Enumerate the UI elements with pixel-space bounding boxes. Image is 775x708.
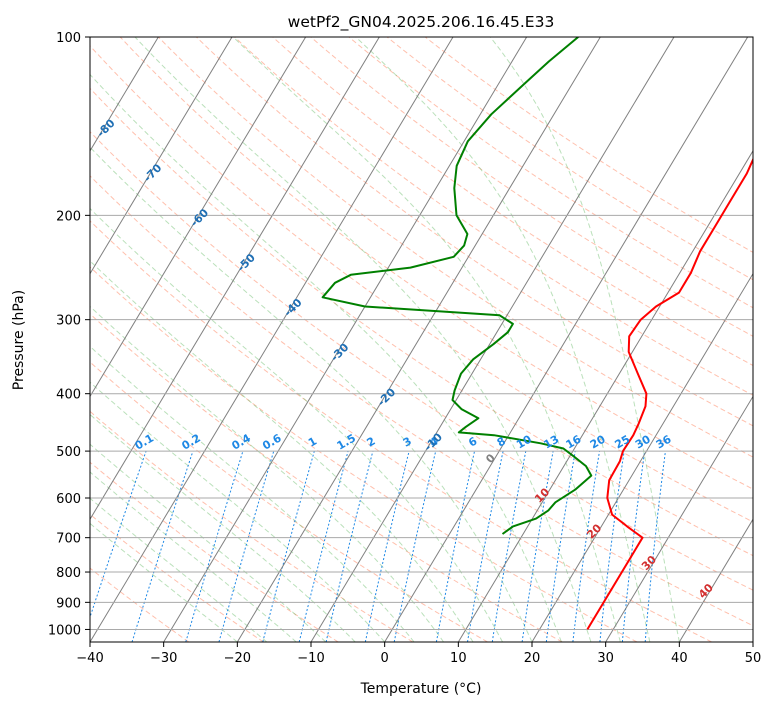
y-tick-label: 300 bbox=[56, 314, 81, 329]
dry-adiabat-line bbox=[90, 266, 638, 642]
y-tick-label: 100 bbox=[56, 31, 81, 46]
isobars bbox=[90, 37, 753, 630]
x-axis: −40 −30 −20 −10 0 10 20 30 40 50 bbox=[76, 642, 761, 666]
isotherm-line bbox=[678, 518, 753, 642]
moist-adiabat-line bbox=[90, 381, 386, 642]
x-tick-label: 0 bbox=[381, 651, 389, 666]
dry-adiabat-line bbox=[90, 220, 712, 642]
mixing-ratio-line bbox=[298, 450, 349, 642]
y-tick-label: 900 bbox=[56, 596, 81, 611]
isotherm-line bbox=[310, 37, 675, 642]
moist-adiabat-line bbox=[90, 146, 533, 642]
mixing-ratio-line bbox=[218, 450, 275, 642]
dry-adiabat-line bbox=[90, 313, 563, 642]
mixing-ratio-line bbox=[644, 451, 666, 642]
isotherm-line bbox=[531, 272, 753, 642]
dry-adiabat-line bbox=[119, 37, 753, 490]
isotherm-line bbox=[163, 37, 528, 642]
mixing-ratio-line bbox=[599, 451, 625, 642]
plot-frame bbox=[89, 36, 754, 643]
dry-adiabat-line bbox=[310, 37, 753, 337]
mixing-ratio-line bbox=[185, 450, 244, 642]
dry-adiabat-line bbox=[272, 37, 753, 367]
dry-adiabat-line bbox=[90, 461, 339, 642]
dry-adiabat-line bbox=[90, 175, 753, 627]
x-tick-label: −40 bbox=[76, 651, 103, 666]
dry-adiabat-line bbox=[348, 37, 753, 309]
isotherm-line bbox=[90, 37, 307, 398]
moist-adiabat-line bbox=[489, 37, 680, 642]
isotherm-line bbox=[605, 395, 753, 642]
moist-adiabat-line bbox=[232, 37, 621, 642]
isotherm-line bbox=[384, 37, 749, 642]
mixing-ratio-line bbox=[325, 450, 374, 642]
y-tick-label: 500 bbox=[56, 445, 81, 460]
y-axis: 1000 900 800 700 600 500 400 300 200 100 bbox=[48, 31, 90, 638]
y-tick-label: 200 bbox=[56, 209, 81, 224]
x-tick-label: 20 bbox=[524, 651, 541, 666]
y-tick-label: 600 bbox=[56, 492, 81, 507]
chart-title: wetPf2_GN04.2025.206.16.45.E33 bbox=[288, 13, 555, 32]
sounding-series bbox=[321, 37, 753, 630]
isotherm-line bbox=[90, 37, 233, 275]
y-tick-label: 800 bbox=[56, 566, 81, 581]
dry-adiabat-line bbox=[90, 131, 753, 591]
x-axis-label: Temperature (°C) bbox=[360, 681, 482, 697]
moist-adiabat-line bbox=[134, 37, 592, 642]
x-tick-label: 50 bbox=[745, 651, 762, 666]
mixing-ratio-line bbox=[491, 451, 527, 642]
moist-adiabat-line bbox=[90, 73, 562, 642]
isotherm-line bbox=[90, 37, 159, 152]
moist-adiabat-line bbox=[90, 497, 268, 642]
moist-adiabat-line bbox=[90, 522, 238, 642]
dry-adiabats bbox=[90, 37, 753, 642]
moist-adiabat-line bbox=[90, 471, 297, 642]
x-tick-label: −10 bbox=[297, 651, 324, 666]
mixing-ratio-line bbox=[364, 450, 410, 642]
dewpoint-profile bbox=[321, 37, 593, 535]
moist-adiabat-line bbox=[90, 305, 444, 642]
moist-adiabats bbox=[90, 37, 680, 642]
y-axis-label: Pressure (hPa) bbox=[11, 290, 27, 390]
moist-adiabat-line bbox=[90, 443, 327, 642]
dry-adiabat-line bbox=[90, 513, 264, 642]
moist-adiabat-line bbox=[355, 37, 651, 642]
isotherm-line bbox=[90, 37, 454, 642]
x-tick-label: −20 bbox=[224, 651, 251, 666]
x-tick-label: 40 bbox=[671, 651, 688, 666]
dry-adiabat-line bbox=[90, 87, 753, 557]
y-tick-label: 1000 bbox=[48, 623, 81, 638]
y-tick-label: 700 bbox=[56, 532, 81, 547]
mixing-ratio-line bbox=[131, 450, 194, 642]
plot-area: 0.10.20.40.611.52346810131620253036-100-… bbox=[90, 37, 753, 642]
moist-adiabat-line bbox=[90, 207, 503, 642]
mixing-ratio-line bbox=[621, 451, 646, 642]
x-tick-label: −30 bbox=[150, 651, 177, 666]
x-tick-label: 30 bbox=[597, 651, 614, 666]
isotherms bbox=[90, 37, 753, 642]
mixing-ratio-line bbox=[521, 451, 554, 642]
x-tick-label: 10 bbox=[450, 651, 467, 666]
isotherm-line bbox=[90, 37, 380, 521]
dry-adiabat-line bbox=[157, 37, 753, 458]
y-tick-label: 400 bbox=[56, 388, 81, 403]
dry-adiabat-line bbox=[90, 361, 488, 642]
isotherm-line bbox=[236, 37, 601, 642]
mixing-ratio-line bbox=[262, 450, 315, 642]
isotherm-line bbox=[457, 149, 753, 642]
temperature-profile bbox=[586, 157, 753, 630]
mixing-ratio-line bbox=[572, 451, 600, 642]
moist-adiabat-line bbox=[90, 260, 474, 642]
